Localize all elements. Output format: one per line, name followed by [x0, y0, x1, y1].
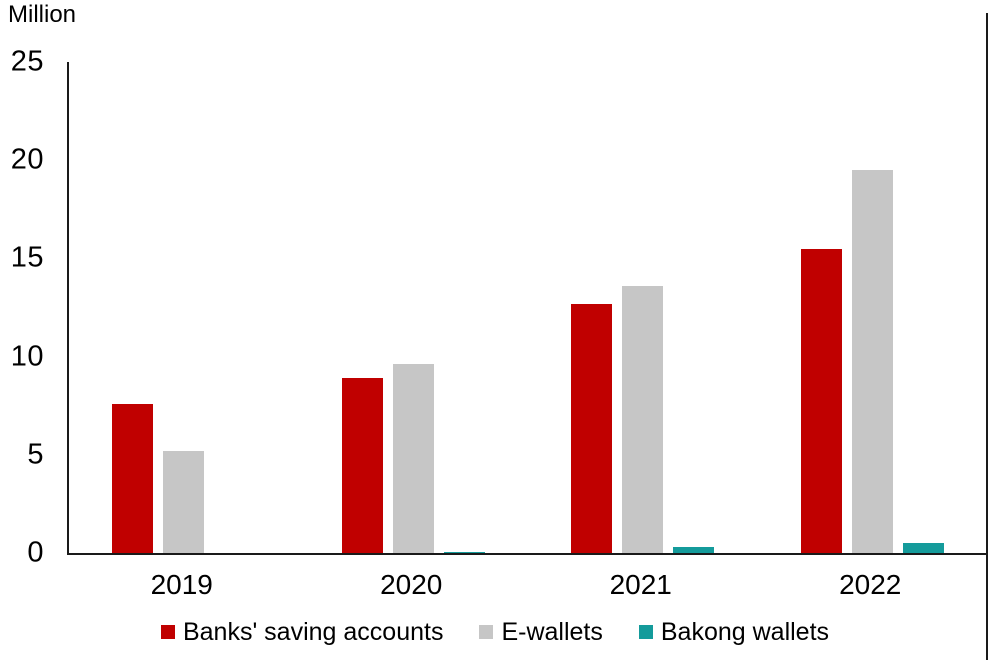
legend-item: E-wallets [479, 617, 603, 647]
legend-swatch-icon [479, 625, 494, 639]
category-group-2021 [528, 62, 758, 553]
x-tick-label: 2019 [150, 569, 213, 600]
x-tick-label: 2022 [839, 569, 902, 600]
y-tick-label: 20 [10, 143, 44, 176]
bar [800, 249, 842, 553]
x-axis-labels: 2019 2020 2021 2022 [67, 567, 985, 603]
bar [112, 404, 154, 553]
legend-swatch-icon [160, 625, 175, 639]
y-tick-label: 15 [10, 241, 44, 274]
legend-item: Bakong wallets [638, 617, 830, 647]
legend-swatch-icon [638, 625, 653, 639]
bar [622, 286, 664, 553]
y-axis-unit-label: Million [8, 1, 77, 28]
right-border-line [986, 13, 988, 660]
x-tick-label: 2021 [609, 569, 672, 600]
category-group-2019 [69, 62, 299, 553]
bar [571, 304, 613, 553]
legend-label: Banks' saving accounts [182, 618, 444, 646]
bar [902, 543, 944, 553]
legend-label: E-wallets [501, 618, 603, 646]
plot-area [67, 62, 987, 555]
y-axis: 25 20 15 10 5 0 [0, 0, 58, 660]
bar [851, 170, 893, 553]
legend: Banks' saving accounts E-wallets Bakong wa… [0, 614, 990, 650]
y-tick-label: 0 [27, 536, 44, 569]
legend-label: Bakong wallets [660, 618, 830, 646]
legend-item: Banks' saving accounts [160, 617, 444, 647]
bar [392, 364, 434, 553]
bar [673, 547, 715, 553]
category-group-2020 [299, 62, 529, 553]
bar [443, 552, 485, 553]
x-tick-label: 2020 [380, 569, 443, 600]
bar [341, 378, 383, 553]
category-group-2022 [758, 62, 988, 553]
y-tick-label: 10 [10, 340, 44, 373]
y-tick-label: 5 [27, 438, 44, 471]
bar [163, 451, 205, 553]
y-tick-label: 25 [10, 45, 44, 78]
